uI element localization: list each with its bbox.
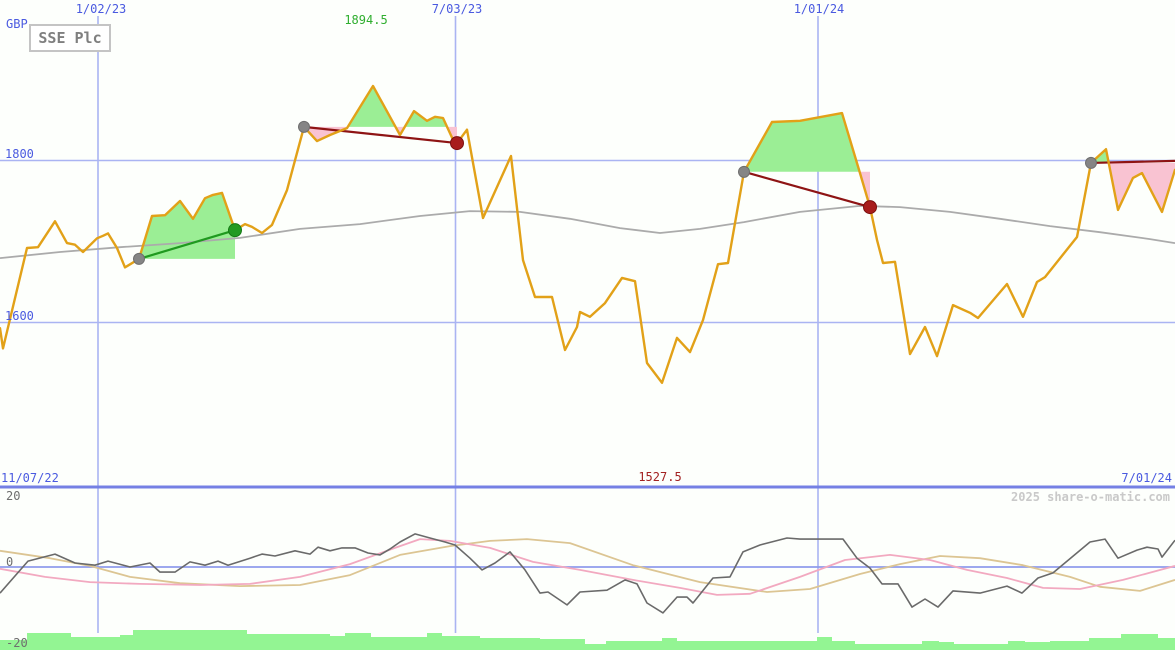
oscillator-pink-line <box>0 538 1175 596</box>
watermark: 2025 share-o-matic.com <box>1011 490 1170 504</box>
trend-line <box>1090 159 1175 165</box>
pattern-fill-below <box>859 171 870 208</box>
pattern-fill-above <box>139 192 235 259</box>
price-line <box>0 84 1175 384</box>
pattern-fill-below <box>1108 162 1175 212</box>
axis-date-bottom-right: 7/01/24 <box>1121 471 1172 485</box>
oscillator-tan-line <box>0 538 1175 593</box>
pattern-high-label: 1894.5 <box>344 13 388 27</box>
trend-line <box>303 125 458 145</box>
trend-start-dot <box>133 252 145 265</box>
oscillator-gray-line <box>0 533 1175 614</box>
osc-tick-0: 0 <box>6 555 14 569</box>
trend-start-dot <box>1085 156 1097 169</box>
pattern-fill-above <box>347 86 396 127</box>
axis-date-top-2: 7/03/23 <box>431 2 483 16</box>
currency-label: GBP <box>6 17 28 31</box>
axis-date-bottom-left: 11/07/22 <box>1 471 59 485</box>
trend-start-dot <box>738 165 750 178</box>
trend-line <box>743 170 871 209</box>
axis-date-top-1: 1/02/23 <box>75 2 127 16</box>
pattern-fill-above <box>404 111 448 127</box>
trend-end-dot <box>228 223 242 238</box>
symbol-label: SSE Plc <box>38 29 102 47</box>
moving-average-line <box>0 205 1175 259</box>
pattern-fill-above <box>744 113 860 172</box>
price-tick-1600: 1600 <box>5 309 34 323</box>
pattern-low-label: 1527.5 <box>638 470 682 484</box>
axis-date-top-3: 1/01/24 <box>793 2 845 16</box>
osc-tick-neg20: -20 <box>6 636 28 650</box>
symbol-box[interactable]: SSE Plc <box>29 24 111 52</box>
trend-end-dot <box>450 136 464 151</box>
trend-end-dot <box>863 200 877 215</box>
price-tick-1800: 1800 <box>5 147 34 161</box>
volume-area <box>0 630 1175 650</box>
trend-start-dot <box>298 120 310 133</box>
trend-line <box>138 229 236 260</box>
osc-tick-20: 20 <box>6 489 21 503</box>
